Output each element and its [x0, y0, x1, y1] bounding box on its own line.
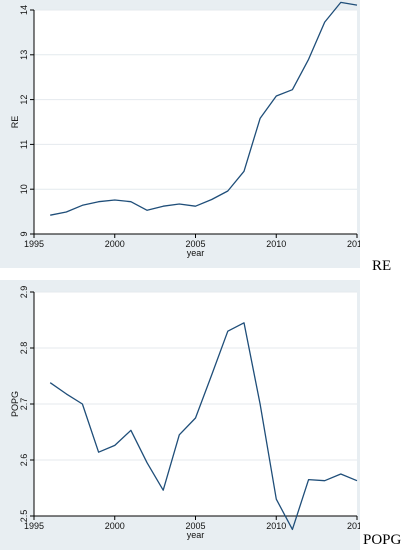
popg-x-tick-label: 2010	[266, 521, 286, 531]
popg-data-point	[291, 528, 293, 530]
re-plot-area	[34, 10, 357, 234]
popg-data-point	[324, 480, 326, 482]
re-data-point	[340, 1, 342, 3]
re-data-point	[356, 4, 358, 6]
popg-y-tick-label: 2.7	[19, 398, 29, 411]
popg-x-tick-label: 2015	[347, 521, 360, 531]
popg-data-point	[210, 374, 212, 376]
re-y-tick-label: 11	[19, 140, 29, 149]
popg-data-point	[162, 489, 164, 491]
re-y-tick-label: 10	[19, 184, 29, 194]
popg-y-axis-label: POPG	[10, 391, 20, 417]
re-data-point	[114, 199, 116, 201]
popg-data-point	[49, 382, 51, 384]
re-data-point	[97, 201, 99, 203]
re-data-point	[65, 211, 67, 213]
popg-data-point	[356, 480, 358, 482]
re-data-point	[49, 214, 51, 216]
popg-data-point	[243, 322, 245, 324]
re-x-tick-label: 2010	[266, 239, 286, 249]
popg-data-point	[259, 403, 261, 405]
re-x-tick-label: 1995	[24, 239, 44, 249]
re-data-point	[178, 203, 180, 205]
popg-data-point	[340, 473, 342, 475]
popg-data-point	[275, 498, 277, 500]
popg-line-chart: 2.5 2.6 2.7 2.8 2.9 1995 2000 2005 2010 2015 year P…	[10, 286, 360, 540]
popg-y-tick-label: 2.5	[19, 510, 29, 523]
re-data-point	[162, 205, 164, 207]
re-x-axis-label: year	[187, 248, 205, 258]
re-line-chart: 9 10 11 12 13 14 1995 2000 2005 2010 2015 year RE	[10, 1, 360, 258]
popg-data-point	[146, 462, 148, 464]
re-data-point	[243, 170, 245, 172]
re-y-tick-label: 9	[19, 231, 29, 236]
popg-data-point	[65, 393, 67, 395]
re-data-point	[307, 58, 309, 60]
popg-caption: POPG	[363, 532, 402, 548]
re-caption: RE	[372, 258, 392, 274]
popg-x-tick-label: 1995	[24, 521, 44, 531]
re-data-point	[146, 209, 148, 211]
re-x-tick-label: 2015	[347, 239, 360, 249]
popg-data-point	[307, 478, 309, 480]
re-data-point	[259, 117, 261, 119]
re-series-line	[50, 1, 358, 216]
popg-y-tick-label: 2.6	[19, 454, 29, 467]
re-data-point	[194, 205, 196, 207]
popg-data-point	[81, 403, 83, 405]
re-x-tick-label: 2005	[185, 239, 205, 249]
re-data-point	[81, 204, 83, 206]
popg-data-point	[114, 444, 116, 446]
re-data-point	[210, 198, 212, 200]
popg-x-tick-label: 2005	[185, 521, 205, 531]
re-x-tick-label: 2000	[105, 239, 125, 249]
re-data-point	[275, 95, 277, 97]
re-data-point	[227, 190, 229, 192]
re-y-tick-label: 13	[19, 50, 29, 60]
popg-x-axis-label: year	[187, 530, 205, 540]
re-data-point	[324, 21, 326, 23]
popg-data-point	[194, 417, 196, 419]
re-data-point	[291, 89, 293, 91]
re-y-axis-label: RE	[10, 116, 20, 129]
popg-x-tick-label: 2000	[105, 521, 125, 531]
popg-data-point	[178, 434, 180, 436]
re-data-point	[130, 201, 132, 203]
popg-data-point	[227, 330, 229, 332]
popg-data-point	[97, 451, 99, 453]
re-chart-panel: 9 10 11 12 13 14 1995 2000 2005 2010 2015 year RE	[0, 0, 360, 268]
popg-y-tick-label: 2.9	[19, 286, 29, 299]
popg-y-tick-label: 2.8	[19, 342, 29, 355]
popg-chart-panel: 2.5 2.6 2.7 2.8 2.9 1995 2000 2005 2010 2015 year P…	[0, 280, 360, 550]
re-y-tick-label: 14	[19, 5, 29, 15]
popg-data-point	[130, 429, 132, 431]
re-y-tick-label: 12	[19, 95, 29, 105]
popg-series-line	[49, 322, 358, 531]
